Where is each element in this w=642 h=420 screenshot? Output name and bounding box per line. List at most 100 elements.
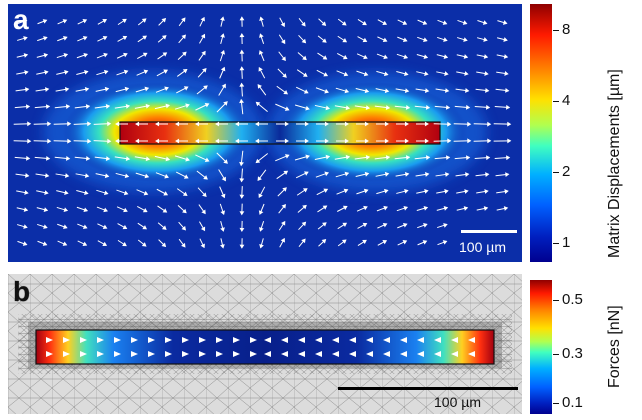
displacement-arrow-head	[424, 88, 430, 93]
displacement-arrow-head	[103, 207, 108, 213]
displacement-arrow-head	[82, 19, 88, 24]
displacement-arrow-head	[321, 21, 327, 26]
displacement-arrow-head	[104, 173, 110, 179]
displacement-arrow-head	[403, 205, 409, 211]
force-arrow	[281, 351, 288, 357]
displacement-arrow-head	[182, 51, 187, 57]
force-arrow	[63, 351, 70, 357]
displacement-arrow-head	[258, 210, 264, 215]
displacement-arrow-head	[141, 242, 147, 247]
displacement-arrow-head	[425, 104, 431, 110]
displacement-arrow-head	[84, 69, 89, 75]
displacement-arrow-head	[280, 237, 285, 243]
displacement-arrow-head	[382, 222, 388, 228]
displacement-arrow-head	[483, 37, 488, 42]
displacement-arrow-head	[424, 71, 429, 76]
displacement-arrow-head	[444, 88, 450, 93]
colorbar-b-tick-label: 0.5	[562, 291, 583, 308]
colorbar-b-tick-label: 0.3	[562, 345, 583, 362]
displacement-arrow-head	[124, 86, 130, 92]
displacement-arrow-head	[67, 138, 72, 144]
displacement-arrow-head	[64, 190, 69, 196]
displacement-arrow-head	[503, 54, 509, 59]
displacement-arrow-head	[239, 161, 244, 167]
displacement-arrow-head	[163, 191, 169, 196]
displacement-arrow-head	[45, 173, 50, 178]
displacement-arrow-head	[382, 20, 388, 25]
displacement-arrow-head	[281, 220, 286, 226]
force-arrow	[182, 337, 189, 343]
displacement-arrow-head	[343, 188, 349, 194]
displacement-arrow-head	[63, 36, 68, 41]
displacement-arrow-head	[466, 155, 471, 161]
displacement-arrow-head	[144, 86, 150, 92]
displacement-arrow-head	[220, 16, 225, 21]
displacement-arrow-head	[281, 56, 286, 62]
displacement-arrow-head	[123, 190, 129, 196]
displacement-arrow-head	[239, 178, 245, 183]
displacement-arrow-head	[503, 206, 509, 211]
displacement-arrow-head	[62, 19, 68, 24]
force-arrow	[383, 337, 390, 343]
displacement-arrow-head	[258, 50, 264, 55]
displacement-arrow-head	[182, 208, 187, 214]
displacement-arrow-head	[161, 17, 167, 23]
displacement-arrow-head	[103, 52, 108, 58]
displacement-arrow-head	[305, 105, 310, 111]
colorbar-a-title: Matrix Displacements [µm]	[606, 69, 623, 258]
displacement-arrow-head	[122, 224, 128, 230]
displacement-arrow-head	[304, 171, 309, 176]
displacement-arrow-head	[424, 172, 430, 177]
displacement-arrow-head	[47, 138, 52, 144]
displacement-arrow-head	[115, 121, 120, 127]
displacement-arrow-head	[404, 188, 409, 194]
displacement-arrow-head	[284, 154, 290, 159]
displacement-arrow-head	[302, 55, 307, 61]
colorbar-b-tick-mark	[553, 300, 559, 301]
displacement-arrow-head	[281, 39, 286, 45]
force-arrow	[451, 337, 458, 343]
displacement-arrow-head	[84, 86, 90, 92]
displacement-arrow-head	[125, 156, 131, 162]
force-arrow	[400, 337, 407, 343]
displacement-arrow-head	[27, 138, 32, 144]
displacement-arrow-head	[102, 19, 108, 24]
displacement-arrow-head	[301, 238, 306, 244]
displacement-arrow-head	[87, 138, 92, 144]
displacement-arrow-head	[23, 224, 28, 229]
force-arrow	[97, 351, 104, 357]
displacement-arrow-head	[220, 33, 225, 38]
displacement-arrow-head	[342, 222, 348, 227]
displacement-arrow-head	[44, 70, 49, 75]
colorbar-a-tick-label: 4	[562, 92, 571, 109]
force-arrow	[434, 351, 441, 357]
displacement-arrow-head	[223, 159, 228, 164]
displacement-arrow-head	[43, 207, 49, 212]
displacement-arrow-head	[124, 173, 130, 179]
displacement-arrow-head	[239, 66, 245, 71]
displacement-arrow-head	[402, 223, 408, 228]
displacement-arrow-head	[181, 34, 186, 40]
displacement-arrow-head	[25, 104, 31, 110]
displacement-arrow-head	[63, 207, 69, 212]
displacement-arrow-head	[239, 194, 245, 199]
force-arrow	[298, 337, 305, 343]
displacement-arrow-head	[221, 83, 226, 89]
displacement-arrow-head	[257, 84, 262, 89]
displacement-arrow-head	[82, 241, 88, 246]
scale-bar-b-label: 100 µm	[434, 394, 481, 410]
displacement-arrow-head	[24, 70, 29, 75]
displacement-arrow-head	[47, 121, 52, 127]
displacement-arrow-head	[195, 121, 200, 127]
displacement-arrow-head	[423, 223, 428, 228]
displacement-vectors	[13, 16, 512, 249]
displacement-arrow-head	[201, 209, 206, 215]
force-arrow	[165, 337, 172, 343]
displacement-arrow-head	[203, 175, 208, 180]
displacement-arrow-head	[402, 37, 408, 42]
displacement-arrow-head	[255, 101, 261, 107]
displacement-arrow-head	[404, 138, 409, 144]
colorbar-b-tick-mark	[553, 354, 559, 355]
displacement-arrow-head	[202, 192, 207, 198]
displacement-arrow-head	[239, 32, 245, 38]
